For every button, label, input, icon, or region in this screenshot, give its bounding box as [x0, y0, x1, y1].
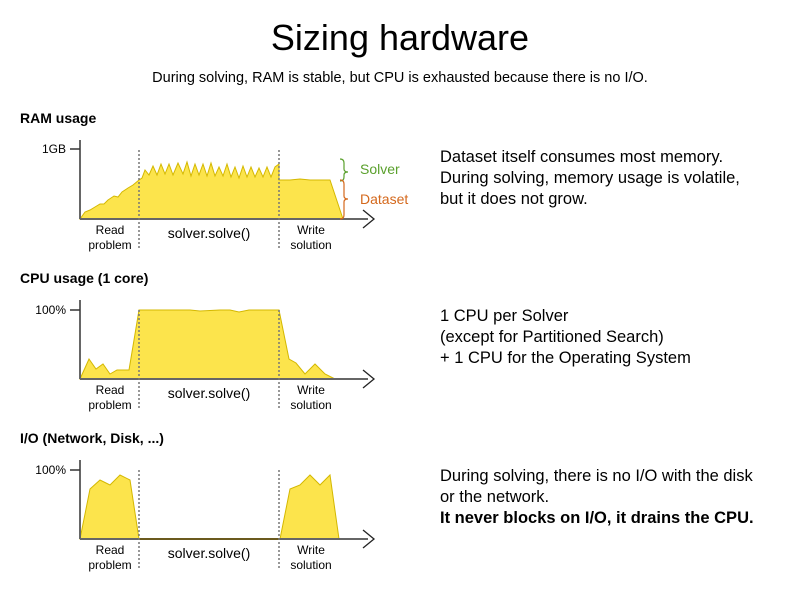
- phase-read-line2: problem: [88, 398, 131, 412]
- page-title: Sizing hardware: [270, 17, 530, 58]
- io-description: During solving, there is no I/O with the…: [440, 466, 754, 529]
- y-tick-label: 100%: [35, 303, 66, 317]
- io-write-area: [279, 473, 340, 540]
- cpu-desc-line: + 1 CPU for the Operating System: [440, 349, 691, 367]
- phase-write-line1: Write: [297, 543, 325, 557]
- io-desc-line: During solving, there is no I/O with the…: [440, 467, 753, 485]
- phase-write-line1: Write: [297, 223, 325, 237]
- cpu-usage-chart: 100% Read problem solver.solve() Write s…: [35, 300, 376, 412]
- phase-solve: solver.solve(): [168, 225, 250, 241]
- x-axis-arrow-icon: [362, 369, 376, 389]
- cpu-section-label: CPU usage (1 core): [20, 270, 149, 286]
- phase-write-line2: solution: [290, 238, 331, 252]
- ram-description: Dataset itself consumes most memory. Dur…: [440, 147, 740, 210]
- phase-read-line1: Read: [96, 543, 125, 557]
- phase-read-line1: Read: [96, 383, 125, 397]
- phase-read-line2: problem: [88, 238, 131, 252]
- cpu-desc-line: 1 CPU per Solver: [440, 307, 569, 325]
- phase-write-line2: solution: [290, 398, 331, 412]
- ram-desc-line: but it does not grow.: [440, 190, 588, 208]
- phase-read-line1: Read: [96, 223, 125, 237]
- phase-write-line2: solution: [290, 558, 331, 572]
- cpu-description: 1 CPU per Solver (except for Partitioned…: [440, 306, 691, 369]
- io-desc-emphasis: It never blocks on I/O, it drains the CP…: [440, 509, 754, 527]
- phase-solve: solver.solve(): [168, 545, 250, 561]
- dataset-brace-icon: [339, 179, 349, 220]
- x-axis-arrow-icon: [362, 209, 376, 229]
- phase-write-line1: Write: [297, 383, 325, 397]
- ram-desc-line: During solving, memory usage is volatile…: [440, 169, 740, 187]
- ram-usage-chart: 1GB Solver Dataset Read problem solver.s…: [42, 140, 408, 252]
- y-tick-label: 1GB: [42, 142, 66, 156]
- phase-read-line2: problem: [88, 558, 131, 572]
- cpu-desc-line: (except for Partitioned Search): [440, 328, 664, 346]
- ram-usage-area: [79, 160, 344, 220]
- phase-solve: solver.solve(): [168, 385, 250, 401]
- ram-desc-line: Dataset itself consumes most memory.: [440, 148, 724, 166]
- solver-brace-icon: [339, 158, 349, 182]
- page-subtitle: During solving, RAM is stable, but CPU i…: [152, 70, 648, 86]
- dataset-legend: Dataset: [360, 191, 408, 207]
- cpu-usage-area: [79, 309, 336, 380]
- io-read-area: [79, 474, 140, 540]
- solver-legend: Solver: [360, 161, 400, 177]
- io-section-label: I/O (Network, Disk, ...): [20, 430, 164, 446]
- ram-section-label: RAM usage: [20, 110, 97, 126]
- x-axis-arrow-icon: [362, 529, 376, 549]
- io-usage-chart: 100% Read problem solver.solve() Write s…: [35, 460, 376, 572]
- y-tick-label: 100%: [35, 463, 66, 477]
- io-desc-line: or the network.: [440, 488, 550, 506]
